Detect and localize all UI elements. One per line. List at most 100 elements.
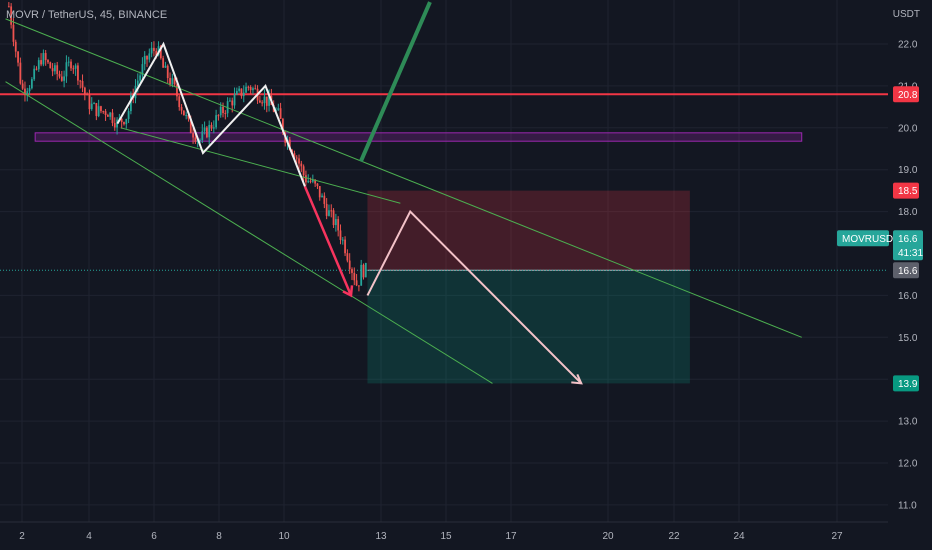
candle-body — [249, 87, 252, 91]
candle-body — [288, 139, 291, 151]
candle-body — [263, 96, 266, 104]
y-tick-label: 22.0 — [898, 40, 918, 51]
candle-body — [293, 153, 296, 158]
candle-body — [63, 76, 66, 81]
candle-body — [233, 94, 236, 106]
y-tick-label: 15.0 — [898, 333, 918, 344]
candle-body — [67, 61, 70, 63]
candle-body — [334, 219, 337, 226]
candle-body — [215, 115, 218, 128]
trend-line — [5, 18, 802, 338]
candle-body — [162, 58, 165, 68]
candle-body — [106, 114, 109, 117]
current-tag: 16.6 — [898, 234, 918, 245]
projection-line — [366, 209, 583, 385]
candle-body — [321, 195, 323, 198]
breakout-arrow — [359, 1, 432, 163]
candle-body — [10, 6, 13, 25]
candle-body — [247, 86, 250, 88]
y-tick-label: 20.0 — [898, 123, 918, 134]
candle-body — [139, 75, 142, 81]
candle-body — [74, 65, 77, 69]
x-tick-label: 17 — [505, 531, 517, 542]
stop-tag-bg — [893, 182, 919, 199]
candle-body — [252, 88, 254, 91]
candle-body — [229, 100, 231, 102]
x-tick-label: 24 — [733, 531, 745, 542]
candle-body — [104, 111, 107, 115]
candle-body — [21, 83, 24, 89]
candle-body — [311, 179, 314, 182]
candle-body — [182, 110, 185, 116]
y-tick-label: 18.0 — [898, 207, 918, 218]
x-tick-label: 15 — [440, 531, 452, 542]
candle-body — [171, 78, 174, 85]
candle-body — [88, 94, 91, 110]
candle-body — [217, 115, 220, 117]
candle-body — [58, 73, 61, 77]
symbol-tag: MOVRUSDT — [842, 234, 899, 245]
candle-body — [281, 118, 284, 133]
candle-body — [125, 118, 128, 125]
x-tick-label: 27 — [831, 531, 843, 542]
candle-body — [37, 60, 40, 70]
candle-body — [323, 195, 326, 204]
candle-body — [164, 65, 167, 68]
candle-body — [111, 112, 114, 124]
current-tag-bg — [893, 230, 923, 261]
candle-body — [279, 108, 282, 119]
candle-body — [141, 64, 144, 76]
candle-body — [54, 65, 56, 72]
candle-body — [129, 95, 132, 112]
candle-body — [109, 112, 112, 117]
candle-body — [47, 60, 49, 63]
candle-body — [90, 103, 93, 110]
candle-body — [127, 111, 130, 119]
candle-body — [328, 210, 330, 216]
candle-body — [77, 65, 79, 81]
candle-body — [222, 106, 224, 114]
candle-body — [100, 106, 102, 112]
x-tick-label: 10 — [278, 531, 290, 542]
candle-body — [173, 78, 176, 85]
symbol-tag-bg — [837, 230, 889, 247]
candle-body — [83, 87, 86, 95]
candle-body — [298, 158, 300, 164]
candle-body — [113, 123, 116, 128]
candle-body — [102, 111, 105, 113]
candle-body — [166, 65, 169, 79]
down-leg-arrowhead — [342, 285, 354, 298]
symbol-title[interactable]: MOVR / TetherUS, 45, BINANCE — [6, 9, 168, 21]
last-tag: 16.6 — [898, 266, 918, 277]
resistance-tag: 20.8 — [898, 90, 918, 101]
candle-body — [155, 50, 158, 56]
pattern-line — [116, 41, 306, 187]
stop-tag: 18.5 — [898, 186, 918, 197]
candle-body — [153, 47, 155, 51]
candle-body — [205, 127, 208, 138]
candle-body — [7, 6, 10, 8]
countdown-tag: 41:31 — [898, 248, 923, 259]
candle-body — [150, 47, 153, 54]
candle-body — [86, 94, 89, 96]
candle-body — [120, 118, 123, 123]
y-tick-label: 12.0 — [898, 459, 918, 470]
candle-body — [14, 41, 17, 52]
candle-body — [314, 179, 317, 184]
candle-body — [116, 119, 118, 128]
candle-body — [24, 88, 26, 95]
candle-body — [95, 103, 98, 117]
candle-body — [176, 84, 178, 97]
candle-body — [261, 102, 264, 104]
candle-body — [351, 269, 353, 273]
target-tag-bg — [893, 375, 919, 392]
candle-body — [212, 127, 215, 129]
candle-body — [199, 140, 201, 142]
candle-body — [70, 61, 72, 69]
candle-body — [185, 115, 188, 117]
x-tick-label: 8 — [216, 531, 222, 542]
candle-body — [189, 118, 192, 134]
candle-body — [318, 186, 321, 198]
candle-body — [353, 272, 356, 281]
